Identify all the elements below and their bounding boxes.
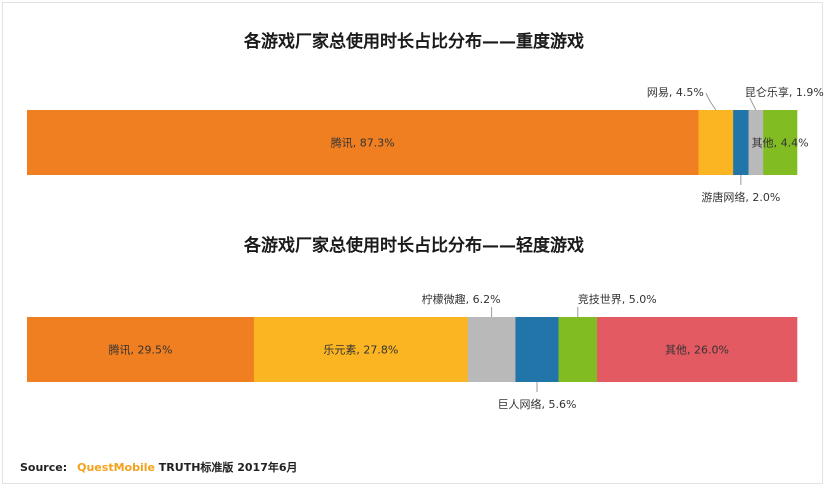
bar-segment-light-4 xyxy=(558,317,598,382)
bar-segment-light-1 xyxy=(253,317,469,382)
data-label-light-1: 乐元素, 27.8% xyxy=(323,344,398,357)
bar-segment-heavy-1 xyxy=(698,110,734,175)
bar-segment-light-3 xyxy=(515,317,559,382)
bar-segment-light-5 xyxy=(597,317,798,382)
stacked-bar-heavy: 腾讯, 87.3% 网易, 4.5% 游唐网络, 2.0% 昆仑乐享, 1.9% 其他,… xyxy=(27,85,824,204)
bar-segment-heavy-4 xyxy=(763,110,798,175)
bar-segment-heavy-3 xyxy=(748,110,764,175)
source-brand: QuestMobile xyxy=(77,461,155,474)
chart-title-light: 各游戏厂家总使用时长占比分布——轻度游戏 xyxy=(243,235,584,256)
data-label-heavy-2: 游唐网络, 2.0% xyxy=(701,190,780,204)
data-label-heavy-1: 网易, 4.5% xyxy=(647,86,704,99)
data-label-light-2: 柠檬微趣, 6.2% xyxy=(422,292,501,306)
chart-title-heavy: 各游戏厂家总使用时长占比分布——重度游戏 xyxy=(243,31,584,52)
data-label-light-3: 巨人网络, 5.6% xyxy=(498,397,577,411)
stacked-bar-light: 腾讯, 29.5% 乐元素, 27.8% 柠檬微趣, 6.2% 巨人网络, 5.6% 竞… xyxy=(27,292,798,411)
source-footer: Source: QuestMobile TRUTH标准版 2017年6月 xyxy=(20,459,298,475)
data-label-light-5: 其他, 26.0% xyxy=(665,344,729,357)
data-label-heavy-0: 腾讯, 87.3% xyxy=(331,136,395,150)
source-label: Source: xyxy=(20,461,68,474)
bar-segment-heavy-2 xyxy=(733,110,749,175)
data-label-light-0: 腾讯, 29.5% xyxy=(108,343,172,357)
bar-segment-heavy-0 xyxy=(27,110,699,175)
bar-segment-light-0 xyxy=(27,317,255,382)
data-label-light-4: 竞技世界, 5.0% xyxy=(578,292,657,306)
data-label-heavy-3: 昆仑乐享, 1.9% xyxy=(745,85,824,99)
leader-line-heavy-3 xyxy=(749,97,757,111)
leader-line-heavy-1 xyxy=(705,92,717,111)
bar-segment-light-2 xyxy=(467,317,516,382)
data-label-heavy-4: 其他, 4.4% xyxy=(752,137,809,150)
source-text: TRUTH标准版 2017年6月 xyxy=(158,461,298,474)
